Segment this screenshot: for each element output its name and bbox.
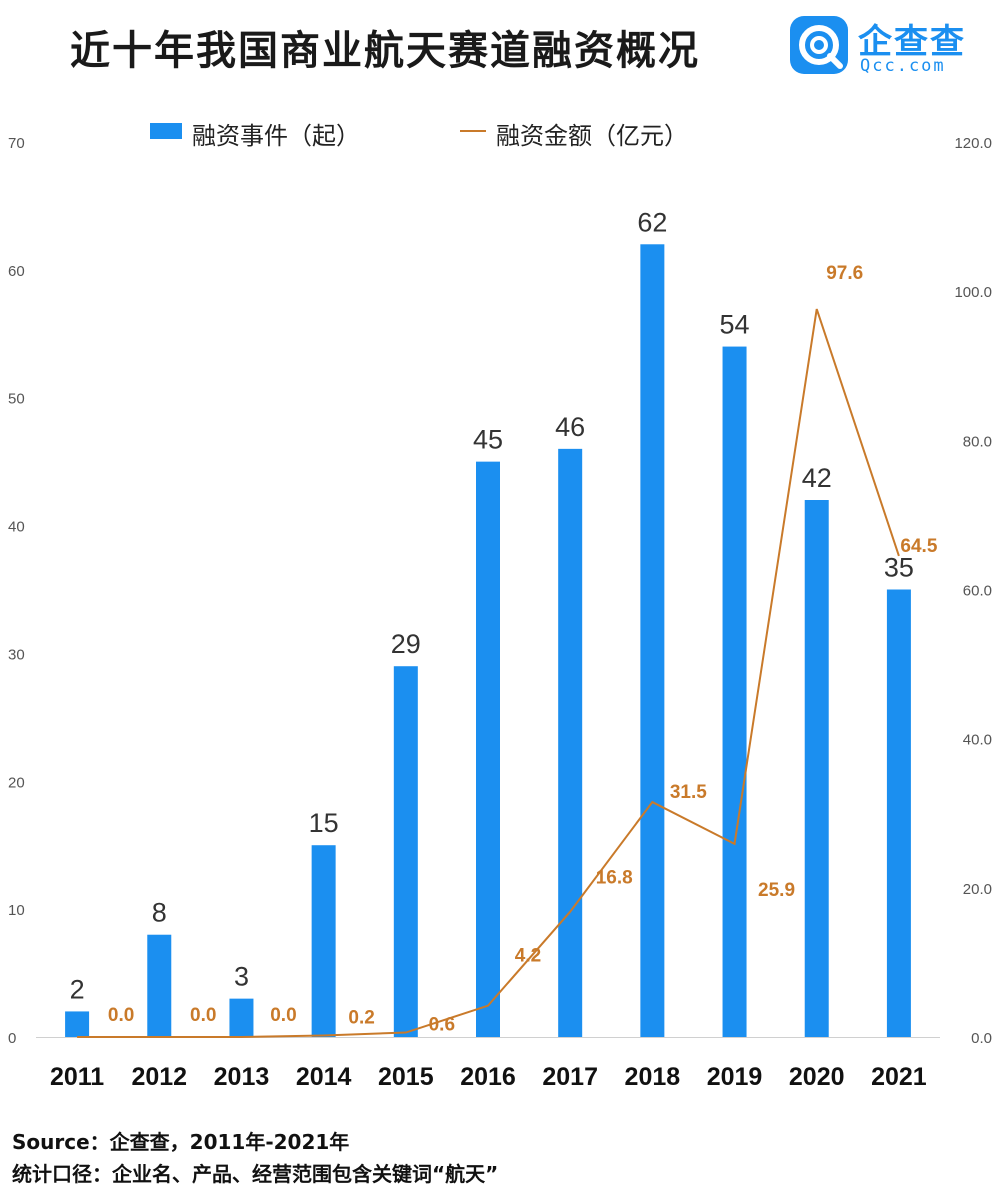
bar-value-label: 29 <box>391 629 421 659</box>
line-value-label: 0.0 <box>108 1005 134 1026</box>
bar <box>558 448 583 1037</box>
y-left-tick-label: 50 <box>8 391 25 408</box>
chart-plot: 0102030405060700.020.040.060.080.0100.01… <box>8 135 992 1091</box>
y-right-tick-label: 100.0 <box>954 284 992 301</box>
line-value-label: 0.6 <box>429 1015 455 1036</box>
legend-line-label: 融资金额（亿元） <box>496 122 688 150</box>
y-left-tick-label: 20 <box>8 774 25 791</box>
bar-value-label: 46 <box>555 412 585 442</box>
qcc-logo-icon <box>790 16 848 74</box>
x-tick-label: 2020 <box>789 1063 845 1091</box>
bar <box>722 346 747 1038</box>
bar <box>393 666 418 1037</box>
y-left-tick-label: 40 <box>8 519 25 536</box>
line-value-label: 64.5 <box>900 536 937 557</box>
bar-value-label: 15 <box>309 808 339 838</box>
bar <box>804 500 829 1037</box>
x-tick-label: 2011 <box>50 1063 104 1091</box>
bar-value-label: 8 <box>152 898 167 928</box>
x-tick-label: 2018 <box>625 1063 681 1091</box>
line-value-label: 0.2 <box>348 1008 374 1029</box>
x-tick-label: 2016 <box>460 1063 516 1091</box>
y-left-tick-label: 0 <box>8 1030 16 1047</box>
methodology-note: 统计口径：企业名、产品、经营范围包含关键词“航天” <box>12 1162 499 1186</box>
y-right-tick-label: 0.0 <box>971 1030 992 1047</box>
legend-bar-label: 融资事件（起） <box>192 122 360 150</box>
bar <box>147 934 172 1037</box>
bar-value-label: 3 <box>234 962 249 992</box>
bar-value-label: 42 <box>802 463 832 493</box>
y-right-tick-label: 40.0 <box>963 732 992 749</box>
line-value-label: 0.0 <box>190 1005 216 1026</box>
y-right-tick-label: 120.0 <box>954 135 992 152</box>
bar <box>640 244 665 1038</box>
y-left-tick-label: 10 <box>8 902 25 919</box>
bar <box>65 1011 90 1037</box>
bar <box>229 998 254 1037</box>
source-note: Source：企查查，2011年-2021年 <box>12 1130 350 1154</box>
x-tick-label: 2014 <box>296 1063 352 1091</box>
legend-bar-swatch <box>150 123 182 139</box>
y-right-tick-label: 20.0 <box>963 881 992 898</box>
line-value-label: 31.5 <box>670 782 707 803</box>
line-value-label: 4.2 <box>515 946 541 967</box>
brand: 企查查 Qcc.com <box>790 12 990 82</box>
y-right-tick-label: 80.0 <box>963 433 992 450</box>
bar <box>886 589 911 1037</box>
x-tick-label: 2019 <box>707 1063 763 1091</box>
line-value-label: 0.0 <box>270 1005 296 1026</box>
bar-value-label: 54 <box>720 310 750 340</box>
y-left-tick-label: 60 <box>8 263 25 280</box>
x-tick-label: 2021 <box>871 1063 927 1091</box>
bar-value-label: 35 <box>884 553 914 583</box>
line-value-label: 16.8 <box>596 868 633 889</box>
x-tick-label: 2012 <box>131 1063 187 1091</box>
line-value-label: 25.9 <box>758 880 795 901</box>
bar-value-label: 62 <box>637 207 667 237</box>
brand-domain: Qcc.com <box>860 56 946 76</box>
brand-name: 企查查 <box>858 22 966 62</box>
bar <box>476 461 500 1038</box>
amount-line <box>77 308 900 1038</box>
y-left-tick-label: 70 <box>8 135 25 152</box>
bar-value-label: 2 <box>70 974 85 1004</box>
chart-title: 近十年我国商业航天赛道融资概况 <box>70 28 700 74</box>
bar-value-label: 45 <box>473 425 503 455</box>
footer: Source：企查查，2011年-2021年 统计口径：企业名、产品、经营范围包… <box>12 1126 498 1190</box>
y-left-tick-label: 30 <box>8 646 25 663</box>
x-tick-label: 2013 <box>214 1063 270 1091</box>
x-tick-label: 2015 <box>378 1063 434 1091</box>
y-right-tick-label: 60.0 <box>963 583 992 600</box>
legend-line-swatch <box>460 130 486 132</box>
x-tick-label: 2017 <box>542 1063 598 1091</box>
line-value-label: 97.6 <box>826 263 863 284</box>
bar <box>311 845 336 1037</box>
